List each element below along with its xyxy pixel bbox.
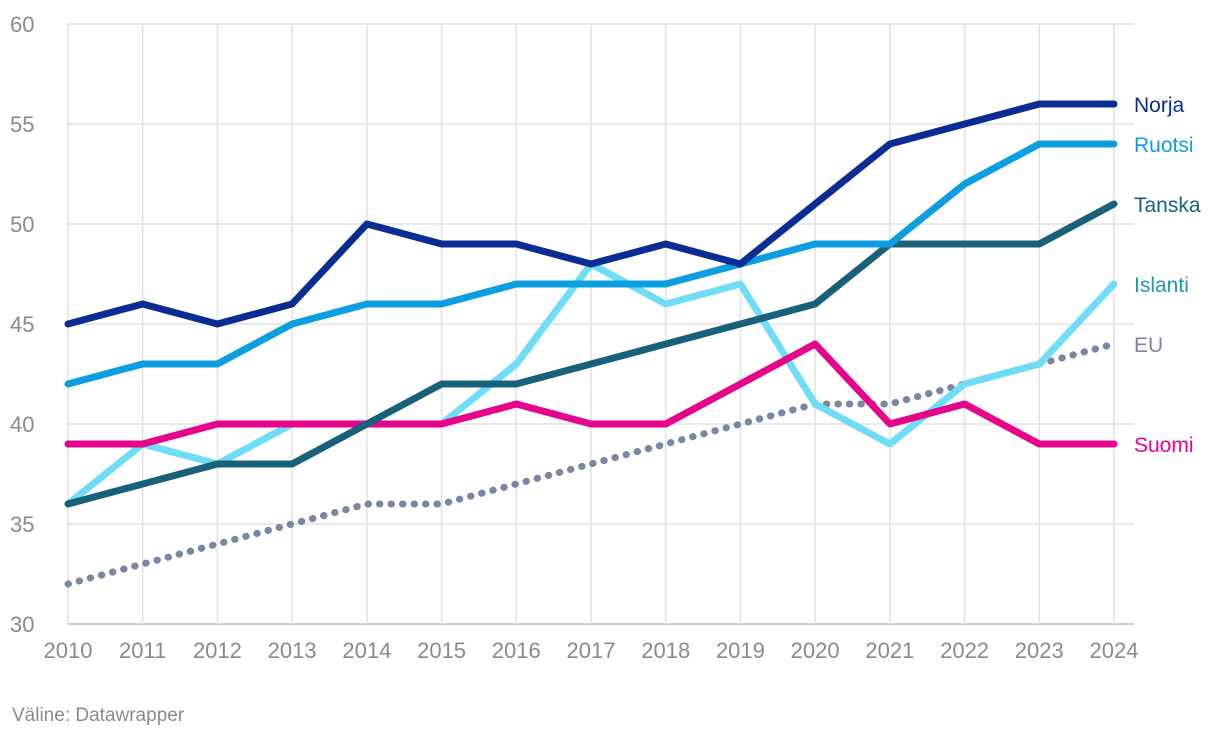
x-tick-label: 2023	[1015, 638, 1064, 663]
grid-lines	[67, 23, 1134, 625]
y-tick-label: 35	[10, 512, 34, 537]
y-tick-label: 60	[10, 12, 34, 37]
x-tick-label: 2011	[119, 638, 166, 663]
x-tick-label: 2016	[492, 638, 541, 663]
x-tick-label: 2018	[641, 638, 690, 663]
x-tick-label: 2021	[865, 638, 914, 663]
y-tick-label: 55	[10, 112, 34, 137]
x-tick-label: 2013	[268, 638, 317, 663]
series-line-eu	[64, 340, 1118, 588]
y-tick-label: 30	[10, 612, 34, 637]
series-label-norja: Norja	[1134, 94, 1185, 117]
x-tick-label: 2019	[716, 638, 765, 663]
series-label-suomi: Suomi	[1134, 434, 1194, 457]
y-axis-ticks: 30 35 40 45 50 55 60	[10, 12, 34, 637]
y-tick-label: 50	[10, 212, 34, 237]
series-lines	[64, 100, 1118, 588]
x-tick-label: 2024	[1090, 638, 1139, 663]
y-tick-label: 40	[10, 412, 34, 437]
series-line-tanska	[64, 200, 1118, 508]
x-tick-label: 2017	[567, 638, 616, 663]
series-labels: EU Islanti Suomi Tanska Ruotsi Norja	[1134, 94, 1201, 457]
y-tick-label: 45	[10, 312, 34, 337]
x-tick-label: 2014	[342, 638, 391, 663]
series-label-ruotsi: Ruotsi	[1134, 134, 1194, 157]
series-label-islanti: Islanti	[1134, 274, 1189, 297]
x-tick-label: 2010	[44, 638, 93, 663]
series-label-eu: EU	[1134, 334, 1163, 357]
source-note: Väline: Datawrapper	[12, 705, 185, 726]
x-tick-label: 2020	[791, 638, 840, 663]
x-tick-label: 2022	[940, 638, 989, 663]
series-line-suomi	[64, 340, 1118, 448]
series-label-tanska: Tanska	[1134, 194, 1201, 217]
series-line-ruotsi	[64, 140, 1118, 388]
x-tick-label: 2012	[193, 638, 242, 663]
x-axis-ticks: 2010 2011 2012 2013 2014 2015 2016 2017 2018 2019…	[44, 638, 1139, 663]
x-tick-label: 2015	[417, 638, 466, 663]
series-line-norja	[64, 100, 1118, 328]
